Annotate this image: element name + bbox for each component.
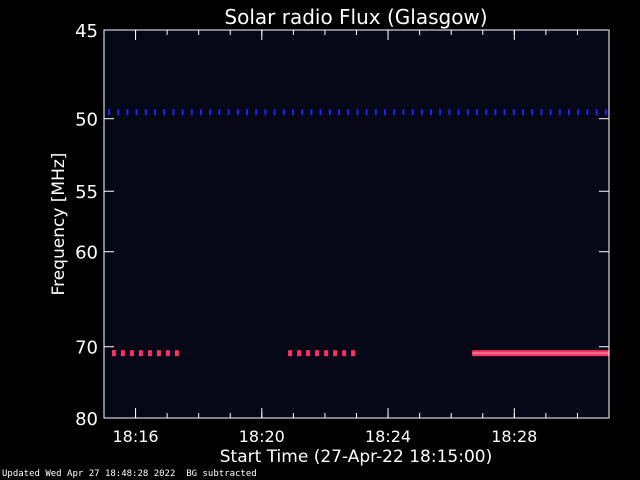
x-axis-label: Start Time (27-Apr-22 18:15:00) (220, 447, 492, 467)
emission-dot (144, 109, 147, 116)
emission-dot (365, 109, 368, 116)
emission-dot (411, 109, 414, 116)
emission-dot (540, 109, 543, 116)
emission-dot (264, 109, 267, 116)
y-tick-label: 50 (75, 110, 98, 131)
emission-dot (522, 109, 524, 116)
emission-dot (356, 109, 359, 116)
emission-dot (236, 109, 239, 116)
y-tick-label: 45 (75, 21, 98, 42)
emission-dot (476, 109, 478, 116)
emission-dot (531, 109, 534, 116)
plot-area (104, 30, 609, 418)
emission-band-1 (111, 350, 179, 357)
emission-dot (586, 109, 589, 116)
emission-dot (172, 109, 175, 116)
x-tick-label: 18:16 (113, 427, 159, 446)
emission-dot (273, 109, 276, 116)
chart-title: Solar radio Flux (Glasgow) (224, 5, 487, 29)
emission-dot (154, 109, 156, 116)
emission-dot (108, 109, 110, 116)
emission-dot (218, 109, 221, 116)
emission-dot (117, 109, 120, 116)
emission-dot (319, 109, 322, 116)
emission-dot (301, 109, 304, 116)
emission-dash (156, 350, 161, 357)
emission-dot (347, 109, 350, 116)
emission-dash (165, 350, 170, 357)
x-tick-label: 18:24 (365, 427, 411, 446)
emission-band-0 (108, 109, 607, 116)
emission-dot (485, 109, 488, 116)
emission-dash (306, 350, 311, 357)
emission-dot (126, 109, 129, 116)
emission-dot (209, 109, 212, 116)
emission-dot (595, 109, 598, 116)
y-tick-label: 60 (75, 243, 98, 264)
emission-dot (310, 109, 313, 116)
emission-dash (120, 350, 125, 357)
emission-dot (402, 109, 405, 116)
emission-dot (246, 109, 248, 116)
emission-band-core-3 (472, 352, 609, 355)
emission-dash (315, 350, 320, 357)
emission-dot (338, 109, 340, 116)
emission-dot (604, 109, 607, 116)
emission-dot (255, 109, 258, 116)
emission-dot (292, 109, 294, 116)
emission-dot (494, 109, 497, 116)
emission-dot (227, 109, 230, 116)
emission-dot (163, 109, 166, 116)
emission-dot (282, 109, 285, 116)
x-tick-label: 18:20 (239, 427, 285, 446)
y-tick-label: 70 (75, 338, 98, 359)
footer-line: Updated Wed Apr 27 18:48:28 2022 BG subt… (2, 469, 257, 479)
emission-dot (374, 109, 377, 116)
emission-dot (466, 109, 469, 116)
emission-dot (558, 109, 561, 116)
emission-dash (342, 350, 347, 357)
x-ticks: 18:16 18:20 18:24 18:28 (103, 30, 610, 446)
emission-dot (549, 109, 552, 116)
emission-dot (568, 109, 570, 116)
emission-dot (420, 109, 423, 116)
emission-band-2 (288, 350, 356, 357)
emission-dot (457, 109, 460, 116)
emission-dash (129, 350, 134, 357)
emission-dot (503, 109, 506, 116)
emission-dash (138, 350, 143, 357)
emission-dot (448, 109, 451, 116)
emission-dot (430, 109, 432, 116)
emission-dot (439, 109, 442, 116)
emission-dot (512, 109, 515, 116)
emission-dash (324, 350, 329, 357)
y-axis-label: Frequency [MHz] (49, 153, 69, 296)
x-tick-label: 18:28 (491, 427, 537, 446)
emission-dot (181, 109, 184, 116)
emission-dash (288, 350, 293, 357)
emission-dash (174, 350, 179, 357)
emission-dash (351, 350, 356, 357)
y-ticks: 45 50 55 60 70 80 (75, 21, 609, 430)
emission-dash (297, 350, 302, 357)
emission-dot (328, 109, 331, 116)
y-tick-label: 55 (75, 182, 98, 203)
emission-dot (200, 109, 202, 116)
emission-dot (393, 109, 396, 116)
emission-dash (111, 350, 116, 357)
emission-dot (135, 109, 138, 116)
emission-dot (190, 109, 193, 116)
updated-text: Updated Wed Apr 27 18:48:28 2022 (2, 469, 176, 479)
emission-bands (108, 109, 609, 357)
emission-dash (147, 350, 152, 357)
emission-dot (577, 109, 580, 116)
emission-dash (333, 350, 338, 357)
bg-note: BG subtracted (186, 469, 257, 479)
y-tick-label: 80 (75, 409, 98, 430)
emission-dot (384, 109, 386, 116)
